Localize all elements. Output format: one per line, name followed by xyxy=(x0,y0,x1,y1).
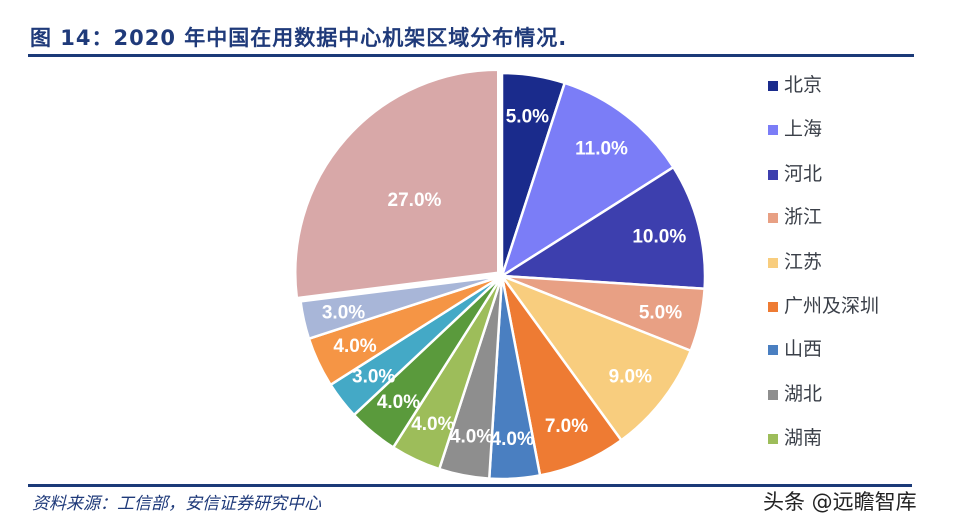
legend-item-hubei: 湖北 xyxy=(768,381,948,409)
legend-label: 河北 xyxy=(784,163,823,185)
pie-data-label: 9.0% xyxy=(609,367,652,388)
legend-swatch xyxy=(768,170,778,180)
legend-swatch xyxy=(768,390,778,400)
legend-item-hunan: 湖南 xyxy=(768,425,948,453)
pie-slices xyxy=(294,68,707,481)
legend-swatch xyxy=(768,434,778,444)
legend-item-hebei: 河北 xyxy=(768,161,948,189)
legend-item-beijing: 北京 xyxy=(768,72,948,100)
pie-slice-河北 xyxy=(500,165,707,290)
legend-label: 江苏 xyxy=(784,251,823,273)
pie-data-label: 5.0% xyxy=(639,302,682,323)
pie-slice-江苏 xyxy=(500,274,692,442)
pie-data-label: 4.0% xyxy=(411,414,454,435)
pie-data-label: 7.0% xyxy=(545,416,588,437)
chart-title: 图 14：2020 年中国在用数据中心机架区域分布情况. xyxy=(30,26,568,50)
legend-item-guangzhou-shenzhen: 广州及深圳 xyxy=(768,293,948,321)
pie-slice-上海 xyxy=(500,81,675,278)
legend-item-zhejiang: 浙江 xyxy=(768,204,948,232)
pie-slice xyxy=(299,274,504,340)
pie-data-label: 3.0% xyxy=(322,302,365,323)
legend-swatch xyxy=(768,345,778,355)
watermark: 头条 @远瞻智库 xyxy=(763,490,917,514)
legend-swatch xyxy=(768,81,778,91)
pie-labels: 5.0%11.0%10.0%5.0%9.0%7.0%4.0%4.0%4.0%4.… xyxy=(322,107,686,450)
legend-swatch xyxy=(768,213,778,223)
pie-data-label: 27.0% xyxy=(388,190,442,211)
pie-data-label: 5.0% xyxy=(506,107,549,128)
legend-swatch xyxy=(768,258,778,268)
legend-label: 浙江 xyxy=(784,206,823,228)
legend-item-shanghai: 上海 xyxy=(768,116,948,144)
pie-data-label: 11.0% xyxy=(575,139,628,160)
pie-data-label: 4.0% xyxy=(333,336,376,357)
pie-data-label: 4.0% xyxy=(450,427,493,448)
pie-slice xyxy=(294,68,500,300)
pie-data-label: 10.0% xyxy=(632,227,686,248)
legend-label: 山西 xyxy=(784,338,823,360)
legend-label: 上海 xyxy=(784,118,823,140)
pie-data-label: 4.0% xyxy=(491,429,534,450)
legend-swatch xyxy=(768,125,778,135)
legend-label: 湖南 xyxy=(784,427,823,449)
legend-label: 湖北 xyxy=(784,383,823,405)
pie-data-label: 4.0% xyxy=(377,392,420,413)
pie-data-label: 3.0% xyxy=(352,367,395,388)
source-note: 资料来源：工信部，安信证券研究中心 xyxy=(32,494,321,514)
title-underline xyxy=(28,54,914,57)
legend-item-jiangsu: 江苏 xyxy=(768,249,948,277)
footer-rule xyxy=(28,484,912,487)
legend-swatch xyxy=(768,302,778,312)
legend-label: 北京 xyxy=(784,74,823,96)
legend-item-shanxi: 山西 xyxy=(768,336,948,364)
legend-label: 广州及深圳 xyxy=(784,295,880,317)
